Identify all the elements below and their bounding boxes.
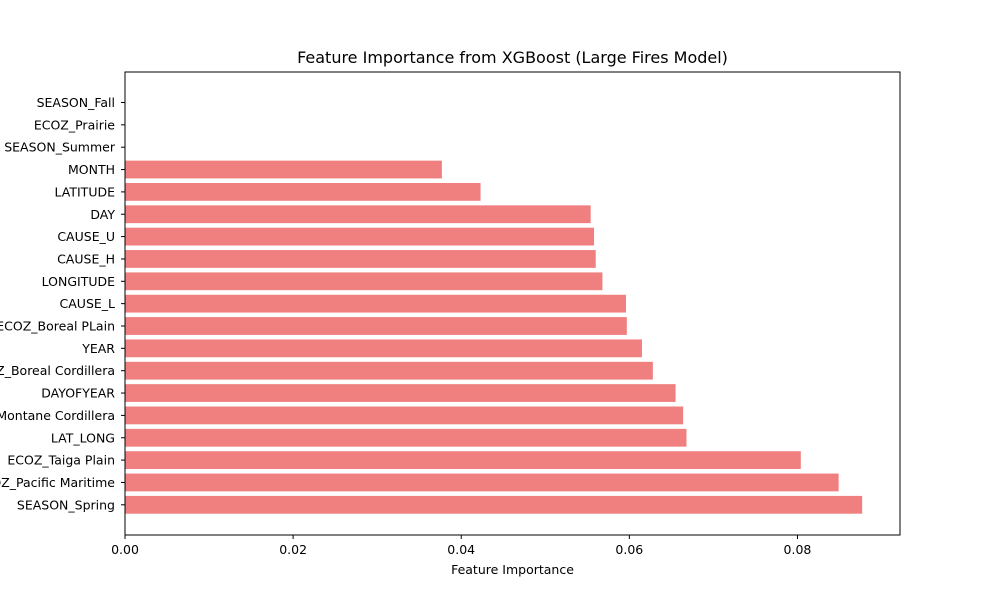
bar xyxy=(125,451,801,469)
bar xyxy=(125,406,684,425)
y-tick-label: ECOZ_Taiga Plain xyxy=(7,453,115,468)
bar xyxy=(125,317,627,335)
x-tick-label: 0.08 xyxy=(784,542,812,557)
y-tick-label: ECOZ_Montane Cordillera xyxy=(0,408,115,423)
chart-title: Feature Importance from XGBoost (Large F… xyxy=(297,48,728,67)
bar xyxy=(125,272,603,291)
y-tick-label: ECOZ_Boreal PLain xyxy=(0,319,115,334)
bar xyxy=(125,294,626,313)
bar xyxy=(125,250,596,268)
bar xyxy=(125,339,642,358)
bar xyxy=(125,473,839,492)
y-tick-label: DAYOFYEAR xyxy=(41,386,115,401)
bar xyxy=(125,227,595,246)
y-tick-label: SEASON_Spring xyxy=(17,497,115,512)
y-tick-label: LONGITUDE xyxy=(42,274,115,289)
bar xyxy=(125,495,863,514)
bars-group xyxy=(125,160,863,514)
y-tick-label: CAUSE_U xyxy=(57,229,115,244)
x-tick-label: 0.00 xyxy=(111,542,139,557)
y-tick-label: SEASON_Summer xyxy=(4,140,116,155)
x-tick-label: 0.02 xyxy=(279,542,307,557)
bar xyxy=(125,183,481,201)
y-tick-label: YEAR xyxy=(81,341,115,356)
y-tick-label: CAUSE_H xyxy=(57,251,115,266)
bar xyxy=(125,428,687,447)
x-axis-label: Feature Importance xyxy=(451,562,574,577)
y-tick-label: ECOZ_Pacific Maritime xyxy=(0,475,115,490)
x-axis-ticks: 0.00 0.02 0.04 0.06 0.08 xyxy=(111,535,811,557)
y-tick-label: ECOZ_Prairie xyxy=(34,117,115,132)
y-tick-label: CAUSE_L xyxy=(60,296,116,311)
y-tick-label: DAY xyxy=(90,207,115,222)
y-tick-label: SEASON_Fall xyxy=(37,95,115,110)
y-tick-label: ECOZ_Boreal Cordillera xyxy=(0,363,115,378)
y-axis-ticks: SEASON_Fall ECOZ_Prairie SEASON_Summer MONT… xyxy=(0,95,125,512)
bar xyxy=(125,384,676,402)
plot-area-frame xyxy=(124,71,901,536)
y-tick-label: LAT_LONG xyxy=(51,430,115,445)
bar xyxy=(125,361,653,380)
x-tick-label: 0.04 xyxy=(447,542,475,557)
y-tick-label: LATITUDE xyxy=(55,184,116,199)
bar xyxy=(125,205,591,224)
x-tick-label: 0.06 xyxy=(615,542,643,557)
y-tick-label: MONTH xyxy=(68,162,115,177)
bar xyxy=(125,160,442,179)
